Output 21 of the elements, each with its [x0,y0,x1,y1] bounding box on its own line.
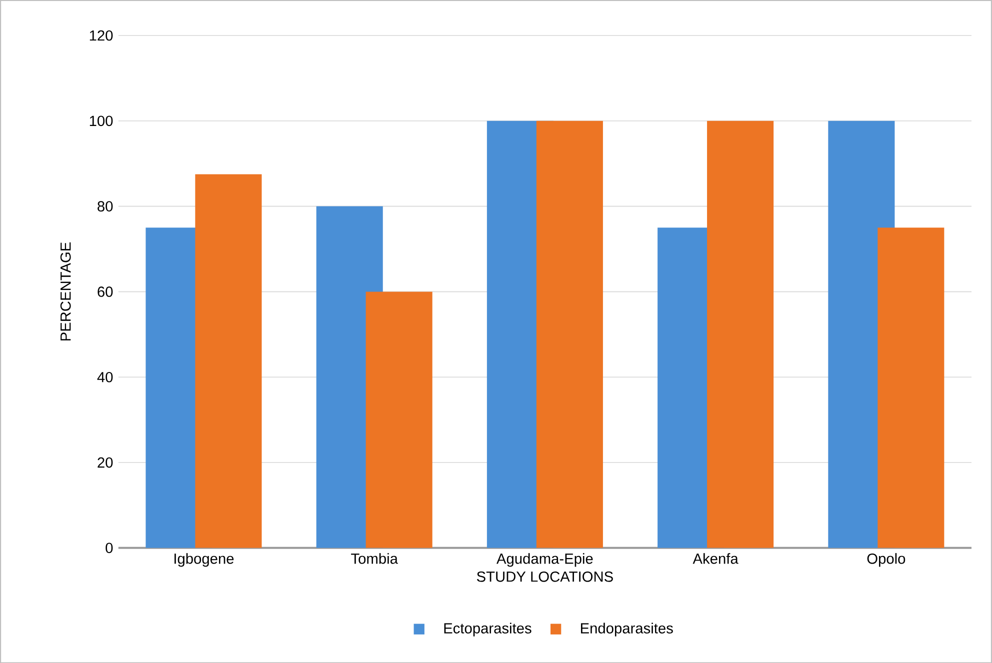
y-tick-label: 60 [98,286,113,297]
x-tick-label: Agudama-Epie [496,552,593,567]
legend-label: Endoparasites [581,622,673,636]
y-tick-label: 100 [90,116,113,126]
bar [878,227,944,548]
bar [366,292,432,548]
y-tick-label: 0 [106,542,113,553]
legend-label: Ectoparasites [444,622,532,636]
bar [195,174,262,548]
y-tick-label: 120 [90,30,113,41]
y-tick-label: 40 [97,372,113,382]
x-axis-title: STUDY LOCATIONS [476,571,613,582]
x-tick-label: Akenfa [692,552,738,564]
x-tick-label: Opolo [867,552,906,567]
y-axis-title: PERCENTAGE [60,242,71,340]
x-tick-label: Igbogene [174,552,234,567]
x-tick-label: Tombia [351,552,398,564]
bar [707,120,774,548]
y-tick-label: 80 [98,200,113,212]
bar [536,120,603,548]
y-tick-label: 20 [98,457,113,468]
